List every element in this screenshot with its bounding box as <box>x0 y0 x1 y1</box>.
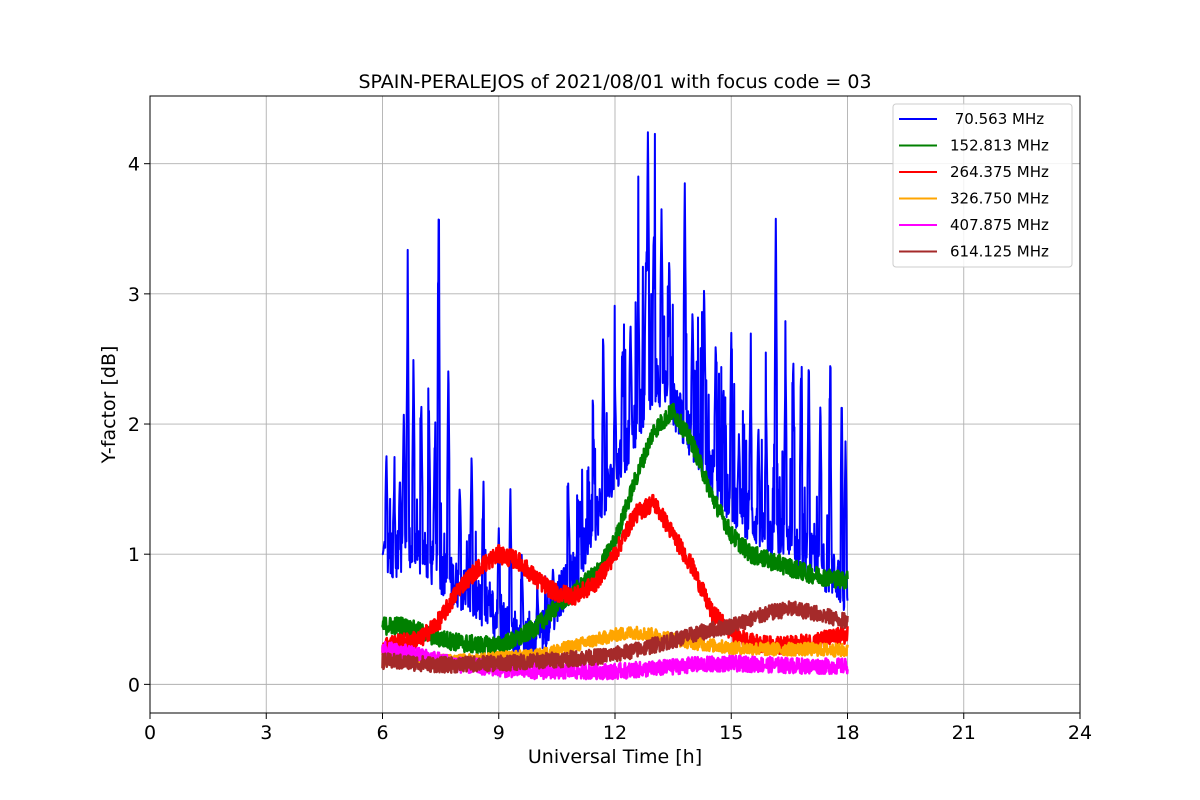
x-tick-label: 6 <box>376 722 388 744</box>
series-line-1 <box>381 131 849 666</box>
x-tick-label: 24 <box>1068 722 1092 744</box>
legend-label: 614.125 MHz <box>950 243 1049 261</box>
x-tick-label: 9 <box>493 722 505 744</box>
legend-label: 70.563 MHz <box>950 110 1044 128</box>
x-tick-label: 3 <box>260 722 272 744</box>
legend-box <box>892 103 1073 268</box>
legend-label: 407.875 MHz <box>950 216 1049 234</box>
x-tick-label: 21 <box>952 722 976 744</box>
x-tick-label: 0 <box>144 722 156 744</box>
legend: 70.563 MHz 152.813 MHz 264.375 MHz 326.750 … <box>892 103 1073 268</box>
y-tick-label: 3 <box>128 284 140 306</box>
y-tick-label: 0 <box>128 674 140 696</box>
x-axis-label: Universal Time [h] <box>528 746 702 768</box>
x-tick-label: 12 <box>603 722 627 744</box>
legend-label: 326.750 MHz <box>950 190 1049 208</box>
x-tick-label: 18 <box>835 722 859 744</box>
x-tick-label: 15 <box>719 722 743 744</box>
y-tick-label: 1 <box>128 544 140 566</box>
chart-title: SPAIN-PERALEJOS of 2021/08/01 with focus… <box>358 71 871 93</box>
y-axis-label: Y-factor [dB] <box>98 346 120 465</box>
legend-label: 152.813 MHz <box>950 137 1049 155</box>
series-line-6 <box>381 600 849 674</box>
series-layer <box>381 131 849 681</box>
y-tick-label: 4 <box>128 154 140 176</box>
y-tick-label: 2 <box>128 414 140 436</box>
legend-label: 264.375 MHz <box>950 163 1049 181</box>
series-line-2 <box>381 402 849 656</box>
